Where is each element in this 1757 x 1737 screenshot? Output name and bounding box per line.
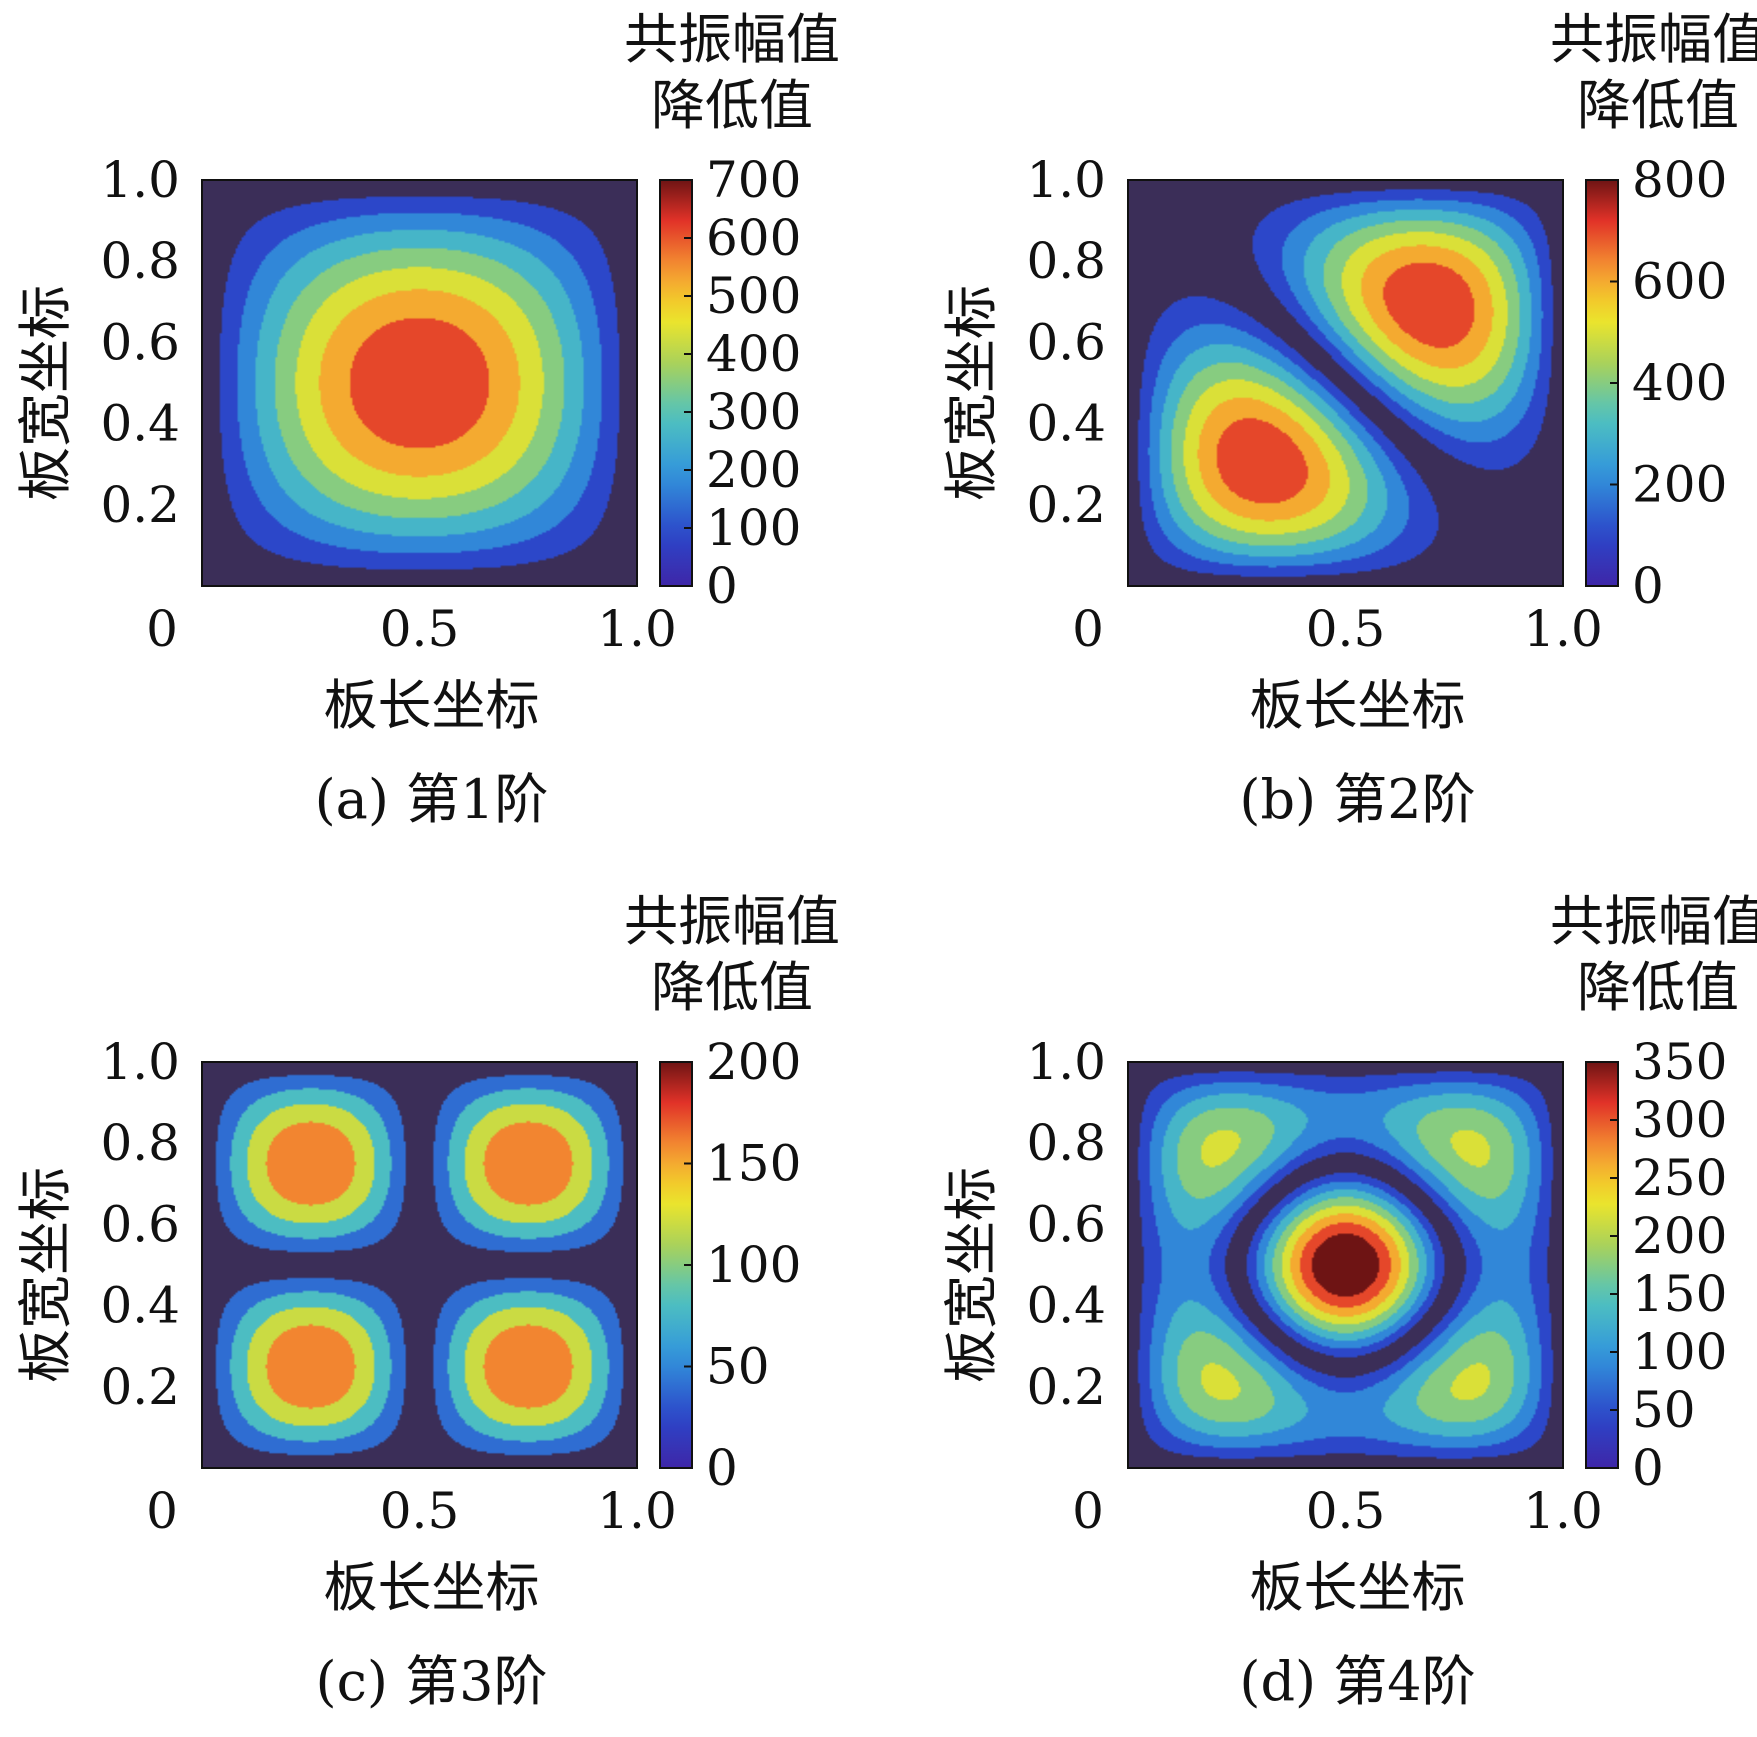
colorbar-tick-label: 200 xyxy=(1632,456,1727,514)
chart-panel: 0 0.5 1.0 0.2 0.4 0.6 0.8 1.0 板长坐标 板宽坐标 0 200 400 600… xyxy=(940,8,1757,831)
x-tick-label: 0.5 xyxy=(380,600,460,658)
y-axis-label: 板宽坐标 xyxy=(14,1167,77,1383)
y-tick-label: 1.0 xyxy=(100,1033,180,1091)
colorbar-tick-label: 300 xyxy=(1632,1091,1727,1149)
colorbar-tick-label: 300 xyxy=(706,383,801,441)
colorbar-tick-label: 200 xyxy=(706,441,801,499)
colorbar-tick-label: 50 xyxy=(1632,1381,1696,1439)
chart-panel: 0 0.5 1.00.20.40.60.81.0板长坐标板宽坐标0501001502… xyxy=(940,890,1757,1713)
x-axis-label: 板长坐标 xyxy=(1250,674,1466,737)
colorbar-tick-label: 800 xyxy=(1632,151,1727,209)
y-axis-label: 板宽坐标 xyxy=(14,285,77,501)
y-tick-label: 1.0 xyxy=(1026,1033,1106,1091)
x-axis-label: 板长坐标 xyxy=(1250,1556,1466,1619)
colorbar-tick-label: 500 xyxy=(706,267,801,325)
x-tick-label: 1.0 xyxy=(597,600,677,658)
y-tick-label: 0.4 xyxy=(100,1277,180,1335)
colorbar-title: 降低值 xyxy=(651,74,813,137)
plot-frame xyxy=(201,1061,638,1469)
x-tick-label: 0.5 xyxy=(1306,1482,1386,1540)
plot-frame xyxy=(1127,179,1564,587)
y-tick-label: 0.2 xyxy=(1026,476,1106,534)
panel-caption: (b) 第2阶 xyxy=(1239,768,1475,831)
chart-panel: 0 0.5 1.0 0.2 0.4 0.6 0.8 1.0 板长坐标 板宽坐标 0 50 100 150 2… xyxy=(14,890,840,1713)
colorbar-tick-label: 0 xyxy=(706,1439,738,1497)
x-tick-label: 0 xyxy=(1072,600,1104,658)
colorbar-tick-label: 250 xyxy=(1632,1149,1727,1207)
y-tick-label: 0.2 xyxy=(100,476,180,534)
colorbar-tick-label: 0 xyxy=(1632,1439,1664,1497)
colorbar-title: 降低值 xyxy=(1577,956,1739,1019)
colorbar-title: 共振幅值 xyxy=(624,890,840,953)
chart-panel: 0 0.5 1.00.20.40.60.81.0板长坐标板宽坐标0100200300… xyxy=(14,8,840,831)
colorbar-title: 共振幅值 xyxy=(1550,8,1757,71)
colorbar-tick-label: 350 xyxy=(1632,1033,1727,1091)
colorbar-tick-label: 150 xyxy=(1632,1265,1727,1323)
colorbar xyxy=(659,179,693,587)
y-tick-label: 0.4 xyxy=(100,395,180,453)
colorbar-tick-label: 50 xyxy=(706,1338,770,1396)
y-axis-label: 板宽坐标 xyxy=(940,285,1003,501)
colorbar-title: 降低值 xyxy=(1577,74,1739,137)
colorbar-tick-label: 600 xyxy=(1632,253,1727,311)
panel-caption: (a) 第1阶 xyxy=(315,768,549,831)
colorbar-title: 降低值 xyxy=(651,956,813,1019)
colorbar-tick-label: 400 xyxy=(1632,354,1727,412)
panel-caption: (d) 第4阶 xyxy=(1239,1650,1475,1713)
x-tick-label: 0.5 xyxy=(380,1482,460,1540)
y-tick-label: 0.6 xyxy=(100,1195,180,1253)
colorbar-title: 共振幅值 xyxy=(624,8,840,71)
x-tick-label: 1.0 xyxy=(597,1482,677,1540)
y-tick-label: 0.6 xyxy=(100,313,180,371)
y-tick-label: 0.2 xyxy=(100,1358,180,1416)
colorbar-tick-label: 100 xyxy=(706,1236,801,1294)
x-tick-label: 1.0 xyxy=(1523,1482,1603,1540)
colorbar xyxy=(1585,1061,1619,1469)
colorbar-tick-label: 100 xyxy=(1632,1323,1727,1381)
y-tick-label: 0.8 xyxy=(100,1114,180,1172)
x-tick-label: 1.0 xyxy=(1523,600,1603,658)
y-tick-label: 1.0 xyxy=(100,151,180,209)
colorbar-tick-label: 200 xyxy=(1632,1207,1727,1265)
colorbar-tick-label: 0 xyxy=(706,557,738,615)
colorbar-tick-label: 150 xyxy=(706,1135,801,1193)
y-tick-label: 1.0 xyxy=(1026,151,1106,209)
y-tick-label: 0.6 xyxy=(1026,1195,1106,1253)
y-tick-label: 0.8 xyxy=(100,232,180,290)
x-tick-label: 0 xyxy=(1072,1482,1104,1540)
contour-heatmap xyxy=(1128,180,1563,586)
x-tick-label: 0.5 xyxy=(1306,600,1386,658)
colorbar-tick-label: 700 xyxy=(706,151,801,209)
y-tick-label: 0.6 xyxy=(1026,313,1106,371)
y-tick-label: 0.4 xyxy=(1026,395,1106,453)
colorbar-tick-label: 600 xyxy=(706,209,801,267)
x-tick-label: 0 xyxy=(146,1482,178,1540)
y-axis-label: 板宽坐标 xyxy=(940,1167,1003,1383)
y-tick-label: 0.2 xyxy=(1026,1358,1106,1416)
colorbar-tick-label: 0 xyxy=(1632,557,1664,615)
y-tick-label: 0.8 xyxy=(1026,1114,1106,1172)
contour-heatmap xyxy=(1128,1062,1563,1468)
plot-frame xyxy=(201,179,638,587)
x-axis-label: 板长坐标 xyxy=(324,674,540,737)
plot-frame xyxy=(1127,1061,1564,1469)
colorbar-title: 共振幅值 xyxy=(1550,890,1757,953)
contour-heatmap xyxy=(202,1062,637,1468)
y-tick-label: 0.8 xyxy=(1026,232,1106,290)
colorbar-tick-label: 400 xyxy=(706,325,801,383)
x-axis-label: 板长坐标 xyxy=(324,1556,540,1619)
contour-heatmap xyxy=(202,180,637,586)
x-tick-label: 0 xyxy=(146,600,178,658)
y-tick-label: 0.4 xyxy=(1026,1277,1106,1335)
colorbar-tick-label: 200 xyxy=(706,1033,801,1091)
colorbar-tick-label: 100 xyxy=(706,499,801,557)
panel-caption: (c) 第3阶 xyxy=(316,1650,548,1713)
